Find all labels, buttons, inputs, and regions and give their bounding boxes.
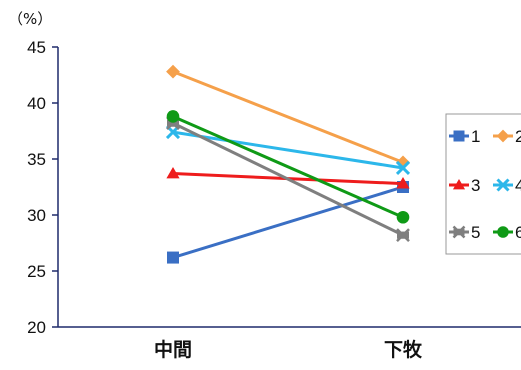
- legend-marker: [453, 130, 465, 142]
- data-point: [166, 64, 180, 79]
- data-point: [396, 228, 410, 243]
- x-category-labels: 中間 下牧: [154, 338, 423, 361]
- data-point: [396, 155, 410, 170]
- series-2: [166, 64, 410, 170]
- legend-label: 3: [471, 176, 480, 195]
- series-line: [172, 130, 404, 170]
- y-tick-label: 45: [27, 38, 46, 57]
- legend-marker: [496, 129, 510, 143]
- y-tick-label: 35: [27, 150, 46, 169]
- legend-item-2: 2: [493, 127, 521, 146]
- y-tick-label: 25: [27, 262, 46, 281]
- series-1: [167, 181, 409, 264]
- legend-item-4: 4: [493, 176, 521, 195]
- series-lines: [165, 64, 411, 264]
- data-point: [166, 110, 180, 123]
- series-line: [172, 115, 404, 219]
- series-line: [172, 121, 404, 237]
- x-category-label: 下牧: [384, 338, 423, 361]
- legend-label: 1: [471, 127, 480, 146]
- legend-label: 6: [515, 223, 521, 242]
- y-tick-label: 40: [27, 94, 46, 113]
- y-tick-label: 20: [27, 318, 46, 337]
- legend-marker: [452, 178, 466, 190]
- data-point: [396, 177, 410, 189]
- legend-item-6: 6: [493, 223, 521, 242]
- legend-label: 4: [515, 176, 521, 195]
- legend: 1 2 3 4 5 6: [445, 113, 521, 255]
- legend-marker: [497, 226, 509, 238]
- data-point: [395, 160, 411, 176]
- series-6: [166, 110, 410, 224]
- y-axis-unit-label: （%）: [8, 10, 52, 28]
- legend-item-3: 3: [449, 176, 480, 195]
- series-line: [172, 70, 404, 164]
- y-ticks: 20 25 30 35 40 45: [27, 38, 58, 337]
- legend-label: 5: [471, 223, 480, 242]
- data-point: [396, 210, 410, 224]
- data-point: [167, 251, 179, 264]
- legend-item-1: 1: [449, 127, 480, 146]
- legend-marker: [496, 178, 510, 192]
- legend-marker: [452, 225, 466, 239]
- axes: [57, 47, 521, 328]
- legend-item-5: 5: [449, 223, 480, 242]
- data-point: [166, 166, 180, 179]
- x-category-label: 中間: [154, 338, 192, 361]
- y-tick-label: 30: [27, 206, 46, 225]
- legend-label: 2: [515, 127, 521, 146]
- series-line: [172, 185, 404, 259]
